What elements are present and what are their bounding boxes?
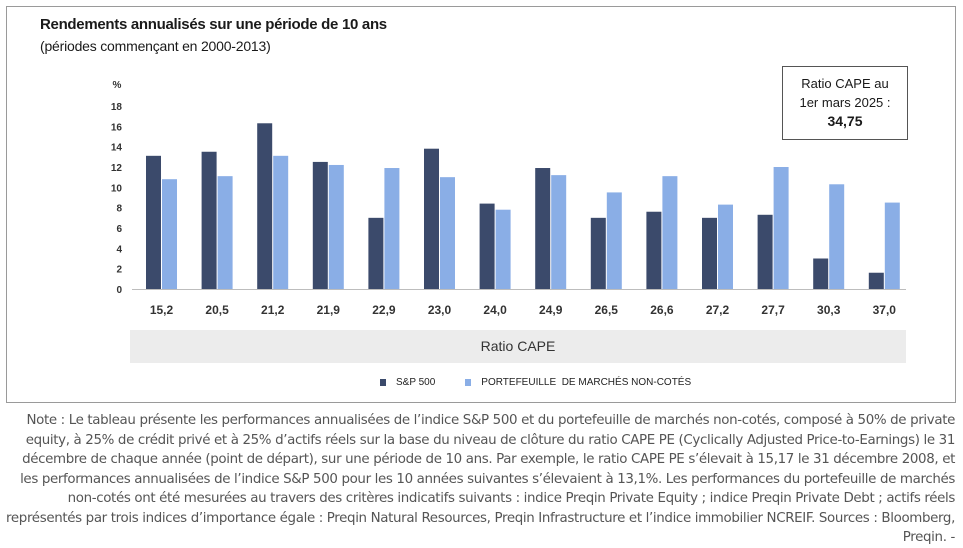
x-axis-title: Ratio CAPE — [130, 330, 906, 363]
bar-private-markets — [773, 167, 789, 289]
x-tick-label: 22,9 — [372, 303, 396, 317]
bar-private-markets — [440, 177, 455, 289]
x-tick-label: 24,9 — [539, 303, 563, 317]
bar-sp500 — [479, 203, 495, 289]
y-tick-label: 4 — [116, 244, 122, 255]
y-tick-label: 2 — [116, 265, 122, 276]
bar-private-markets — [606, 192, 622, 289]
y-axis-unit: % — [113, 80, 122, 91]
bar-sp500 — [868, 272, 884, 289]
bar-private-markets — [829, 184, 845, 289]
y-axis: % 0 2 4 6 8 10 12 14 16 18 — [111, 80, 123, 296]
bar-sp500 — [368, 217, 384, 289]
legend-label-private-markets: PORTEFEUILLE DE MARCHÉS NON-COTÉS — [481, 377, 692, 388]
bar-private-markets — [273, 155, 289, 289]
y-tick-label: 8 — [116, 204, 122, 215]
bar-sp500 — [535, 168, 551, 289]
legend-label-sp500: S&P 500 — [396, 377, 436, 388]
x-axis: 15,2 20,5 21,2 21,9 22,9 23,0 24,0 24,9 26,5 26,6… — [132, 289, 906, 317]
bar-private-markets — [551, 175, 567, 289]
bar-sp500 — [312, 161, 328, 289]
bar-private-markets — [718, 204, 733, 289]
y-tick-label: 16 — [111, 122, 123, 133]
x-tick-label: 37,0 — [873, 303, 897, 317]
bar-sp500 — [201, 151, 217, 289]
cape-callout-line1: Ratio CAPE au — [801, 76, 889, 91]
x-tick-label: 15,2 — [150, 303, 174, 317]
bar-private-markets — [884, 202, 900, 289]
x-tick-label: 26,5 — [595, 303, 619, 317]
bar-private-markets — [495, 209, 511, 289]
y-tick-label: 0 — [116, 285, 122, 296]
cape-callout-line2: 1er mars 2025 : — [799, 95, 891, 110]
legend-swatch-sp500 — [380, 379, 386, 386]
bars-group — [146, 123, 900, 290]
chart-subtitle: (périodes commençant en 2000-2013) — [40, 38, 271, 54]
x-tick-label: 24,0 — [483, 303, 507, 317]
bar-private-markets — [162, 179, 177, 289]
y-tick-label: 12 — [111, 163, 123, 174]
bar-sp500 — [590, 217, 606, 289]
bar-sp500 — [646, 211, 662, 289]
legend-swatch-private-markets — [465, 379, 472, 386]
y-tick-label: 18 — [111, 102, 123, 113]
y-tick-label: 6 — [116, 224, 122, 235]
x-tick-label: 21,9 — [317, 303, 341, 317]
bar-private-markets — [662, 176, 678, 289]
chart-title: Rendements annualisés sur une période de… — [40, 16, 387, 33]
x-tick-label: 27,2 — [706, 303, 730, 317]
bar-sp500 — [257, 123, 273, 290]
bar-private-markets — [328, 164, 344, 289]
x-tick-label: 23,0 — [428, 303, 452, 317]
x-tick-label: 20,5 — [205, 303, 229, 317]
y-tick-label: 14 — [111, 143, 123, 154]
bar-chart: % 0 2 4 6 8 10 12 14 16 18 15,2 20,5 21,2 21,9 22,9 23,… — [111, 80, 906, 317]
footnote: Note : Le tableau présente les performan… — [6, 413, 955, 545]
y-tick-label: 10 — [111, 183, 123, 194]
cape-callout-box: Ratio CAPE au 1er mars 2025 : 34,75 — [782, 66, 908, 140]
x-tick-label: 30,3 — [817, 303, 841, 317]
legend-item-private-markets: PORTEFEUILLE DE MARCHÉS NON-COTÉS — [465, 377, 691, 388]
bar-sp500 — [813, 258, 829, 289]
legend: S&P 500 PORTEFEUILLE DE MARCHÉS NON-COTÉ… — [380, 377, 721, 388]
bar-sp500 — [146, 155, 161, 289]
cape-callout-value: 34,75 — [827, 113, 863, 129]
x-tick-label: 27,7 — [761, 303, 785, 317]
bar-sp500 — [424, 148, 439, 289]
x-tick-label: 26,6 — [650, 303, 674, 317]
bar-private-markets — [217, 176, 233, 289]
bar-sp500 — [702, 217, 717, 289]
legend-item-sp500: S&P 500 — [380, 377, 435, 388]
bar-sp500 — [757, 214, 773, 289]
x-tick-label: 21,2 — [261, 303, 285, 317]
bar-private-markets — [384, 168, 400, 289]
